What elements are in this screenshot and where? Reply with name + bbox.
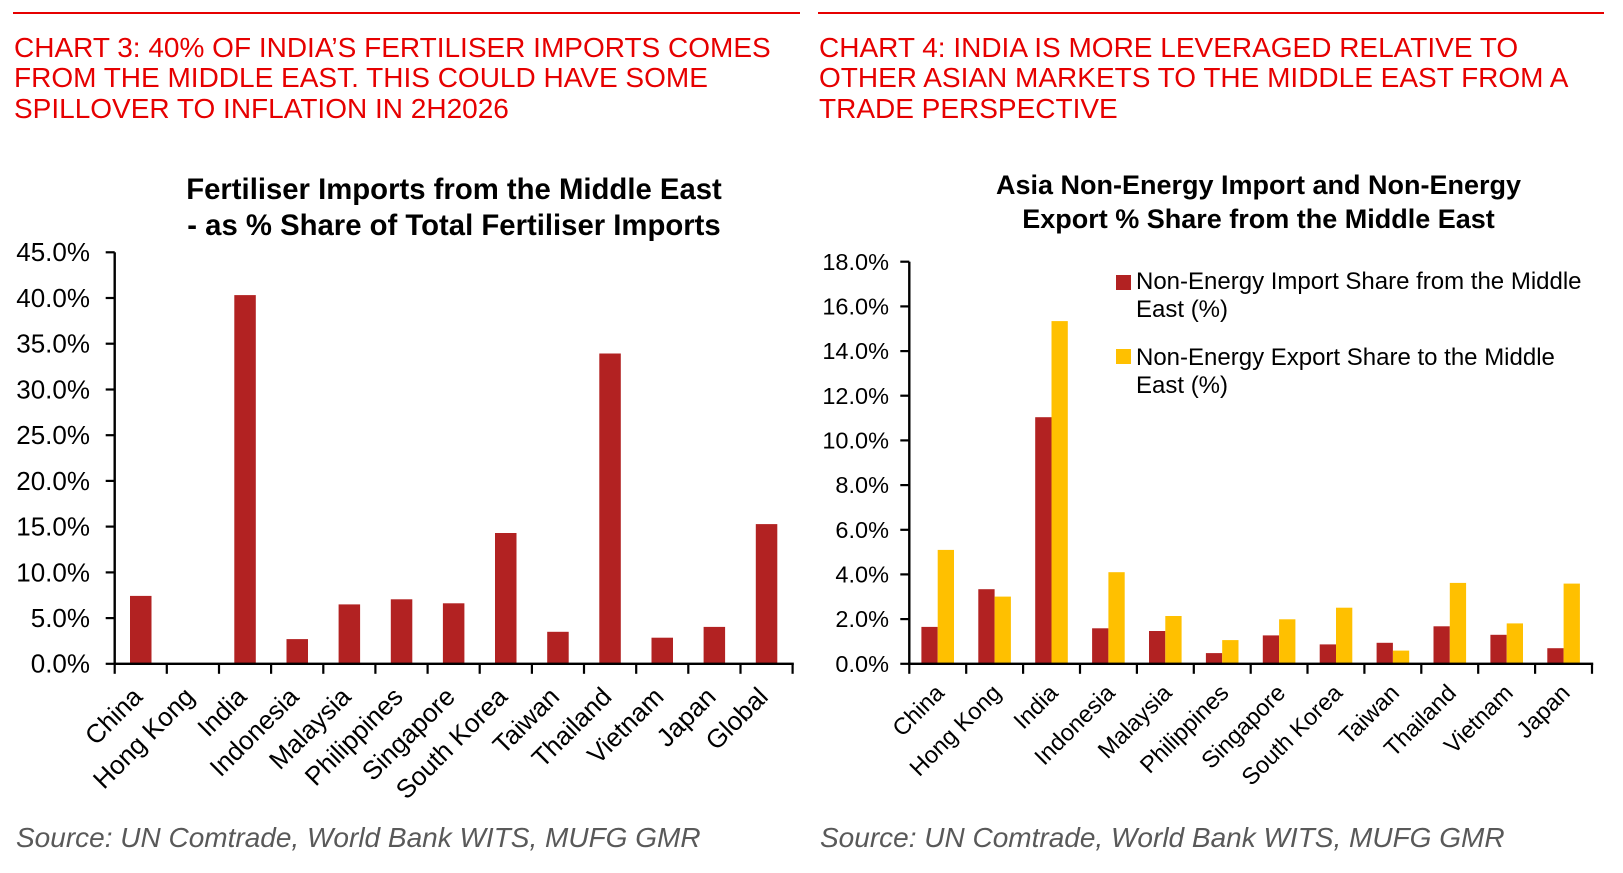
svg-text:45.0%: 45.0%	[16, 237, 90, 267]
svg-text:5.0%: 5.0%	[31, 603, 90, 633]
svg-text:30.0%: 30.0%	[16, 374, 90, 404]
svg-text:35.0%: 35.0%	[16, 329, 90, 359]
svg-text:25.0%: 25.0%	[16, 420, 90, 450]
svg-text:16.0%: 16.0%	[822, 294, 889, 320]
svg-text:12.0%: 12.0%	[822, 383, 889, 409]
svg-text:14.0%: 14.0%	[822, 338, 889, 364]
svg-text:0.0%: 0.0%	[835, 651, 889, 677]
svg-text:4.0%: 4.0%	[835, 562, 889, 588]
svg-text:Japan: Japan	[1511, 679, 1575, 743]
svg-text:15.0%: 15.0%	[16, 512, 90, 542]
svg-text:0.0%: 0.0%	[31, 649, 90, 679]
svg-text:10.0%: 10.0%	[822, 428, 889, 454]
svg-text:40.0%: 40.0%	[16, 283, 90, 313]
svg-text:6.0%: 6.0%	[835, 517, 889, 543]
svg-text:2.0%: 2.0%	[835, 606, 889, 632]
svg-text:20.0%: 20.0%	[16, 466, 90, 496]
svg-text:18.0%: 18.0%	[822, 249, 889, 275]
svg-text:8.0%: 8.0%	[835, 472, 889, 498]
svg-text:10.0%: 10.0%	[16, 557, 90, 587]
